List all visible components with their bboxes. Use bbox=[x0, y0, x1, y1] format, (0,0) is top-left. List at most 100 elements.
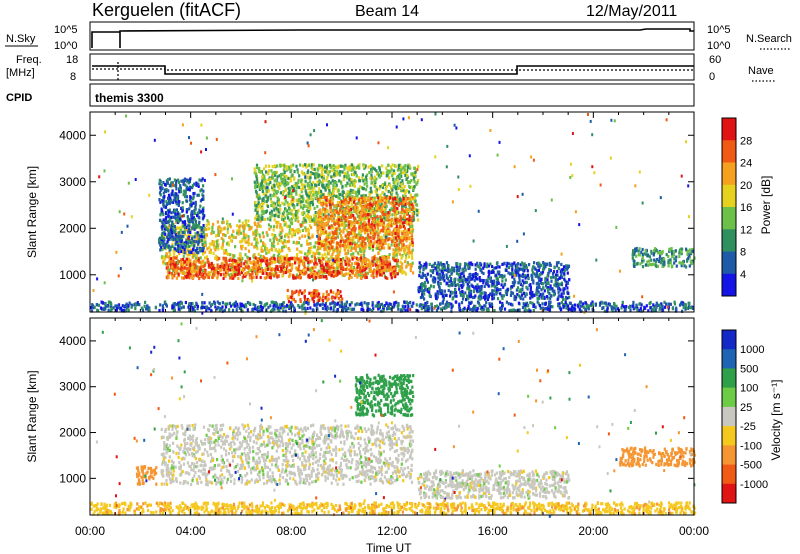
data-cell bbox=[339, 210, 342, 214]
data-cell bbox=[431, 278, 434, 282]
data-cell bbox=[201, 249, 204, 253]
data-cell bbox=[356, 194, 359, 198]
data-cell bbox=[347, 225, 350, 229]
data-cell bbox=[202, 197, 205, 201]
data-cell bbox=[176, 194, 180, 198]
data-cell bbox=[239, 258, 242, 262]
data-cell bbox=[320, 195, 323, 199]
data-cell bbox=[247, 256, 250, 260]
data-cell bbox=[214, 271, 217, 275]
data-cell bbox=[179, 270, 183, 274]
data-cell bbox=[348, 167, 352, 171]
data-cell bbox=[393, 242, 396, 246]
data-cell bbox=[346, 200, 349, 204]
data-cell bbox=[293, 229, 296, 233]
data-cell bbox=[408, 197, 411, 201]
data-cell bbox=[193, 227, 196, 231]
data-cell bbox=[199, 229, 202, 233]
data-cell bbox=[308, 184, 311, 188]
data-cell bbox=[467, 265, 470, 269]
data-cell bbox=[388, 223, 391, 227]
data-cell bbox=[175, 226, 178, 230]
data-cell bbox=[395, 175, 399, 179]
data-cell bbox=[265, 196, 268, 200]
data-cell bbox=[374, 189, 377, 193]
data-cell bbox=[383, 262, 386, 266]
data-cell bbox=[458, 265, 461, 269]
data-cell bbox=[292, 187, 295, 191]
data-cell bbox=[297, 178, 300, 182]
data-cell bbox=[386, 255, 389, 259]
data-cell bbox=[279, 182, 282, 186]
data-cell bbox=[524, 294, 527, 298]
data-cell bbox=[175, 276, 178, 280]
data-cell bbox=[194, 219, 197, 224]
data-cell bbox=[261, 189, 264, 193]
data-cell bbox=[321, 253, 324, 257]
data-cell bbox=[180, 240, 183, 244]
data-cell bbox=[360, 249, 363, 254]
data-cell bbox=[384, 267, 387, 272]
data-cell bbox=[326, 215, 329, 219]
data-cell bbox=[197, 184, 200, 188]
data-cell bbox=[356, 201, 359, 206]
data-cell bbox=[370, 173, 373, 177]
data-cell bbox=[194, 203, 197, 207]
data-cell bbox=[350, 163, 354, 167]
data-cell bbox=[178, 260, 181, 264]
data-cell bbox=[175, 197, 178, 201]
data-cell bbox=[281, 191, 284, 195]
data-cell bbox=[357, 191, 360, 195]
data-cell bbox=[536, 269, 539, 273]
data-cell bbox=[273, 244, 276, 248]
data-cell bbox=[283, 257, 286, 261]
data-cell bbox=[300, 270, 304, 274]
data-cell bbox=[358, 179, 361, 183]
data-cell bbox=[453, 266, 456, 270]
data-cell bbox=[406, 231, 409, 235]
data-cell bbox=[465, 262, 468, 266]
data-cell bbox=[192, 192, 195, 196]
data-cell bbox=[396, 182, 399, 186]
data-cell bbox=[369, 225, 372, 229]
data-cell bbox=[303, 259, 306, 263]
data-cell bbox=[187, 187, 190, 191]
data-cell bbox=[442, 298, 445, 302]
data-cell bbox=[194, 232, 197, 236]
data-cell bbox=[396, 198, 399, 202]
data-cell bbox=[256, 225, 259, 229]
data-cell bbox=[313, 186, 316, 190]
data-cell bbox=[244, 239, 247, 243]
data-cell bbox=[406, 233, 409, 237]
data-cell bbox=[412, 187, 415, 191]
data-cell bbox=[201, 177, 204, 181]
data-cell bbox=[295, 273, 299, 277]
data-cell bbox=[261, 217, 264, 221]
data-cell bbox=[342, 257, 345, 261]
data-cell bbox=[324, 246, 327, 250]
data-cell bbox=[387, 229, 390, 233]
data-cell bbox=[183, 251, 186, 255]
data-cell bbox=[301, 223, 304, 227]
data-cell bbox=[184, 222, 187, 226]
data-cell bbox=[377, 234, 380, 238]
data-cell bbox=[392, 185, 395, 189]
data-cell bbox=[305, 270, 308, 274]
data-cell bbox=[336, 269, 339, 273]
data-cell bbox=[331, 252, 334, 257]
data-cell bbox=[241, 275, 244, 280]
data-cell bbox=[160, 233, 163, 237]
data-cell bbox=[375, 185, 378, 189]
data-cell bbox=[188, 224, 191, 228]
data-cell bbox=[303, 265, 306, 269]
data-cell bbox=[216, 263, 219, 267]
data-cell bbox=[297, 200, 300, 204]
data-cell bbox=[229, 239, 232, 243]
data-cell bbox=[458, 287, 461, 291]
data-cell bbox=[335, 180, 338, 184]
data-cell bbox=[383, 203, 386, 207]
data-cell bbox=[290, 200, 293, 204]
data-cell bbox=[183, 230, 186, 235]
data-cell bbox=[308, 197, 311, 201]
data-cell bbox=[180, 261, 183, 265]
